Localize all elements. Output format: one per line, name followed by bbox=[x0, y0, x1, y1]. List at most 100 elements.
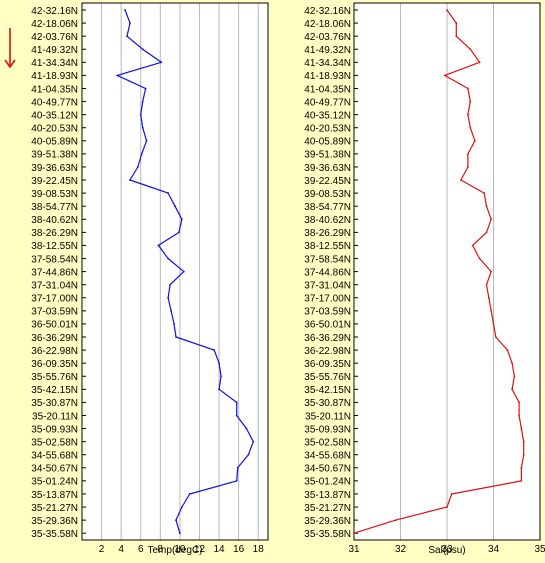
y-tick-label: 35-42.15N bbox=[304, 385, 351, 396]
data-point bbox=[522, 440, 525, 443]
y-tick-label: 35-42.15N bbox=[31, 385, 78, 396]
data-point bbox=[518, 401, 520, 404]
data-point bbox=[167, 192, 170, 195]
data-point bbox=[245, 427, 248, 430]
data-point bbox=[455, 22, 458, 24]
y-tick-label: 37-44.86N bbox=[31, 267, 78, 278]
y-tick-label: 35-13.87N bbox=[31, 490, 78, 501]
data-point bbox=[126, 35, 128, 38]
data-point bbox=[506, 349, 509, 351]
y-tick-label: 35-35.58N bbox=[31, 529, 78, 540]
x-tick-label: 8 bbox=[158, 544, 164, 555]
y-tick-label: 38-54.77N bbox=[31, 202, 78, 213]
y-tick-label: 36-50.01N bbox=[31, 320, 78, 331]
y-tick-label: 36-50.01N bbox=[304, 320, 351, 331]
data-point bbox=[182, 270, 185, 273]
y-tick-label: 40-05.89N bbox=[304, 137, 351, 148]
data-point bbox=[446, 9, 448, 11]
y-tick-label: 35-29.36N bbox=[304, 516, 351, 527]
y-tick-label: 38-54.77N bbox=[304, 202, 351, 213]
data-point bbox=[141, 126, 144, 129]
y-tick-label: 36-22.98N bbox=[304, 346, 351, 357]
data-point bbox=[139, 113, 142, 116]
data-point bbox=[160, 61, 163, 64]
x-tick-label: 31 bbox=[348, 544, 360, 555]
data-point bbox=[180, 218, 183, 221]
y-tick-label: 42-03.76N bbox=[31, 32, 78, 43]
x-tick-label: 32 bbox=[395, 544, 407, 555]
y-tick-label: 41-49.32N bbox=[31, 45, 78, 56]
x-tick-label: 18 bbox=[253, 544, 265, 555]
y-tick-label: 39-22.45N bbox=[304, 176, 351, 187]
y-tick-label: 35-02.58N bbox=[31, 437, 78, 448]
data-point bbox=[469, 100, 472, 103]
data-point bbox=[141, 100, 144, 103]
y-tick-label: 36-22.98N bbox=[31, 346, 78, 357]
y-tick-label: 42-18.06N bbox=[31, 19, 78, 30]
y-tick-label: 41-04.35N bbox=[31, 84, 78, 95]
data-point bbox=[175, 519, 177, 522]
y-tick-label: 38-12.55N bbox=[304, 241, 351, 252]
y-tick-label: 39-36.63N bbox=[31, 163, 78, 174]
y-tick-label: 35-01.24N bbox=[304, 477, 351, 488]
data-point bbox=[235, 414, 238, 417]
y-tick-label: 40-49.77N bbox=[31, 97, 78, 108]
data-point bbox=[471, 244, 474, 247]
y-tick-label: 39-08.53N bbox=[304, 189, 351, 200]
data-point bbox=[460, 179, 462, 181]
y-tick-label: 40-35.12N bbox=[304, 110, 351, 121]
data-point bbox=[129, 22, 131, 24]
y-tick-label: 40-35.12N bbox=[31, 110, 78, 121]
y-tick-label: 37-17.00N bbox=[31, 294, 78, 305]
y-tick-label: 35-13.87N bbox=[304, 490, 351, 501]
x-tick-label: 14 bbox=[213, 544, 225, 555]
y-tick-label: 41-18.93N bbox=[304, 71, 351, 82]
plot-area bbox=[82, 3, 268, 540]
y-tick-label: 38-26.29N bbox=[304, 228, 351, 239]
data-point bbox=[157, 244, 160, 247]
data-point bbox=[220, 375, 222, 378]
data-point bbox=[450, 493, 453, 495]
data-point bbox=[141, 48, 144, 51]
data-point bbox=[218, 362, 220, 365]
data-point bbox=[469, 48, 472, 51]
y-tick-label: 40-20.53N bbox=[31, 124, 78, 135]
y-tick-label: 37-31.04N bbox=[304, 280, 351, 291]
x-tick-label: 4 bbox=[118, 544, 124, 555]
y-tick-label: 41-49.32N bbox=[304, 45, 351, 56]
y-tick-label: 38-40.62N bbox=[31, 215, 78, 226]
data-point bbox=[167, 296, 170, 299]
y-tick-label: 37-03.59N bbox=[31, 307, 78, 318]
x-tick-label: 6 bbox=[138, 544, 144, 555]
y-tick-label: 36-09.35N bbox=[304, 359, 351, 370]
data-point bbox=[467, 87, 469, 90]
data-point bbox=[467, 113, 469, 116]
y-tick-label: 40-05.89N bbox=[31, 137, 78, 148]
data-point bbox=[178, 231, 180, 234]
data-point bbox=[490, 270, 493, 273]
data-point bbox=[394, 519, 397, 522]
y-tick-label: 37-58.54N bbox=[304, 254, 351, 265]
y-tick-label: 35-09.93N bbox=[304, 424, 351, 435]
data-point bbox=[511, 388, 513, 391]
y-tick-label: 34-55.68N bbox=[31, 451, 78, 462]
data-point bbox=[170, 309, 172, 312]
y-tick-label: 35-55.76N bbox=[304, 372, 351, 383]
data-point bbox=[235, 401, 238, 404]
y-tick-label: 34-50.67N bbox=[31, 464, 78, 475]
data-point bbox=[235, 479, 238, 482]
y-tick-label: 40-49.77N bbox=[304, 97, 351, 108]
x-tick-label: 2 bbox=[99, 544, 105, 555]
y-tick-label: 42-03.76N bbox=[304, 32, 351, 43]
x-tick-label: 35 bbox=[534, 544, 545, 555]
data-point bbox=[467, 152, 469, 155]
data-point bbox=[490, 309, 493, 312]
y-tick-label: 35-02.58N bbox=[304, 437, 351, 448]
y-tick-label: 35-29.36N bbox=[31, 516, 78, 527]
data-point bbox=[129, 179, 131, 181]
y-tick-label: 42-32.16N bbox=[31, 6, 78, 17]
y-tick-label: 37-44.86N bbox=[304, 267, 351, 278]
y-tick-label: 37-17.00N bbox=[304, 294, 351, 305]
y-tick-label: 34-55.68N bbox=[304, 451, 351, 462]
